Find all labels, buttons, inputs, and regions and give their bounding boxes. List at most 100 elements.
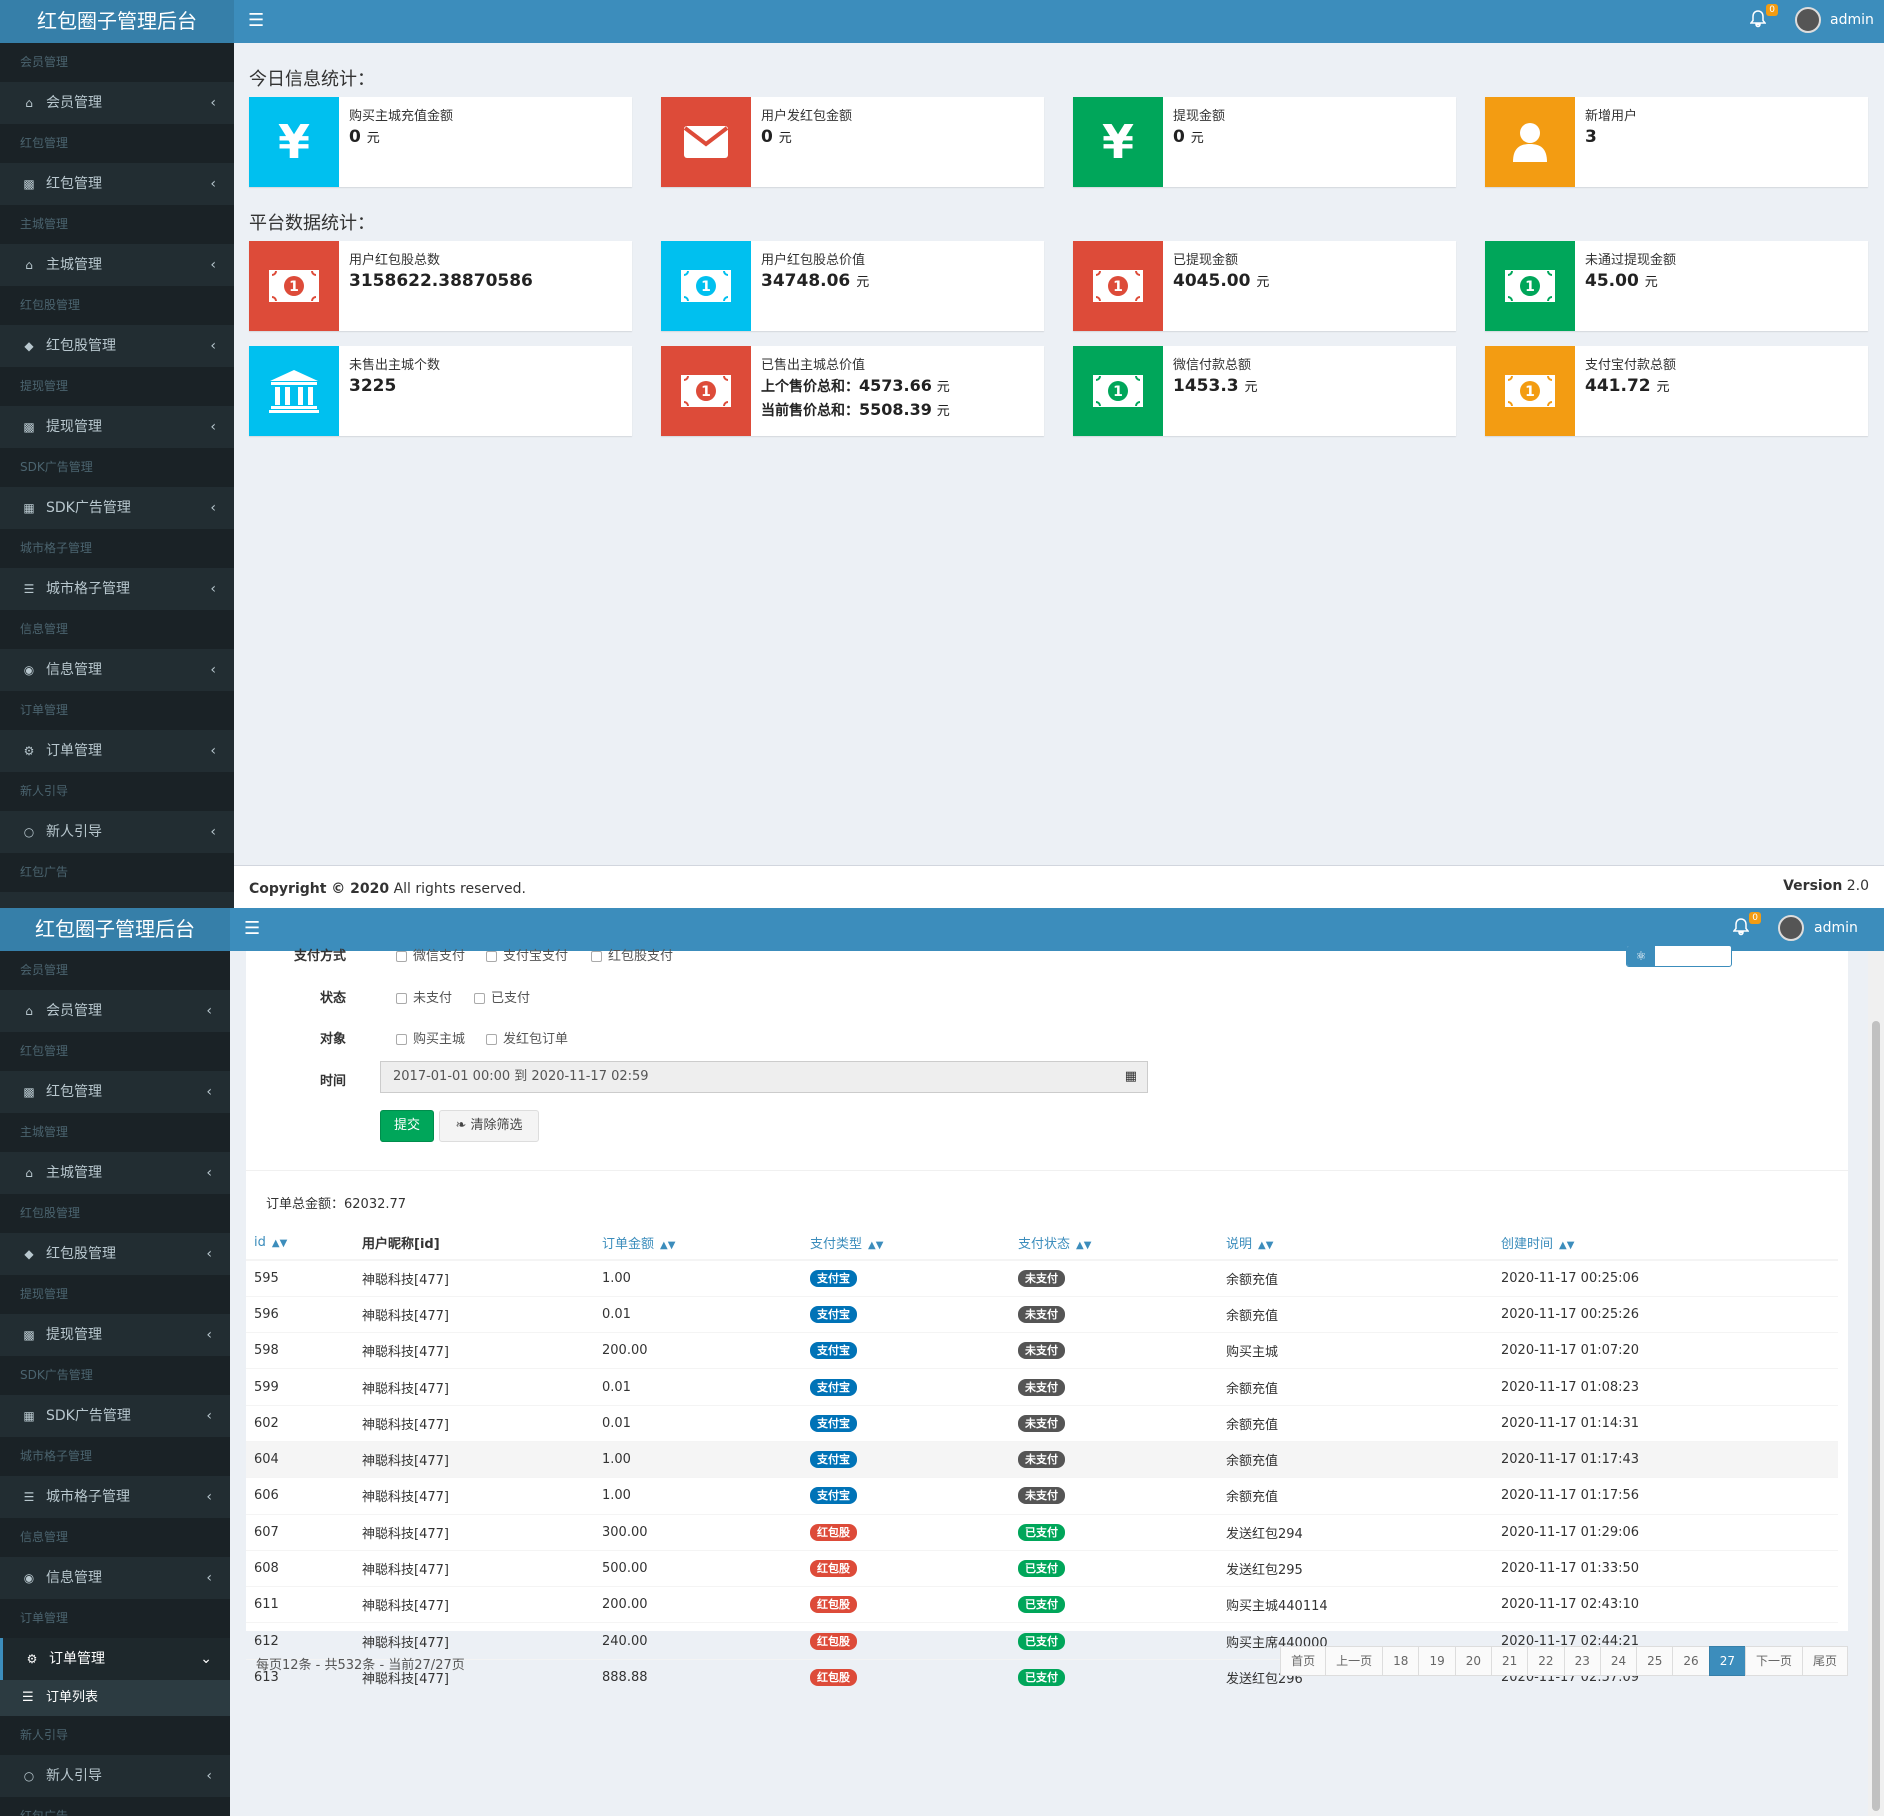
sidebar-item[interactable]: ◉ 信息管理 ‹: [0, 649, 234, 691]
sidebar-item[interactable]: ⚙ 订单管理 ‹: [0, 730, 234, 772]
stat-label: 用户发红包金额: [761, 109, 853, 124]
column-header[interactable]: 订单金额 ▲▼: [594, 1225, 802, 1261]
username[interactable]: admin: [1814, 920, 1858, 936]
scrollbar-thumb[interactable]: [1872, 1021, 1880, 1811]
sidebar-item[interactable]: ◆ 红包股管理 ‹: [0, 1233, 230, 1275]
table-row[interactable]: 596 神聪科技[477] 0.01 支付宝 未支付 余额充值 2020-11-…: [246, 1295, 1838, 1333]
sidebar-item[interactable]: ▩ 红包管理 ‹: [0, 1071, 230, 1113]
column-header[interactable]: 支付类型 ▲▼: [802, 1225, 1010, 1261]
calendar-icon[interactable]: ▦: [1124, 1069, 1137, 1084]
pagination: 首页 上一页 18 19 20 21 22 23 24 25 26 27 下一页 尾页: [1280, 1646, 1848, 1676]
cell-pay-status: 已支付: [1010, 1586, 1218, 1623]
date-range-input[interactable]: 2017-01-01 00:00 到 2020-11-17 02:59 ▦: [380, 1061, 1148, 1093]
sort-icon[interactable]: ▲▼: [660, 1239, 676, 1251]
sidebar-item[interactable]: ◉ 信息管理 ‹: [0, 1557, 230, 1599]
sidebar-item[interactable]: ▩ 提现管理 ‹: [0, 1314, 230, 1356]
table-row[interactable]: 602 神聪科技[477] 0.01 支付宝 未支付 余额充值 2020-11-…: [246, 1404, 1838, 1442]
avatar[interactable]: [1795, 7, 1821, 33]
scrollbar[interactable]: [1868, 951, 1884, 1816]
cell-amount: 888.88: [594, 1658, 802, 1696]
sidebar-item[interactable]: ▩ 提现管理 ‹: [0, 406, 234, 448]
status-option-unpaid[interactable]: 未支付: [396, 987, 452, 1006]
sort-icon[interactable]: ▲▼: [868, 1239, 884, 1251]
pay-option-redstock[interactable]: 红包股支付: [591, 945, 673, 964]
page-link[interactable]: 18: [1382, 1646, 1420, 1676]
sidebar-header: 红包股管理: [0, 286, 234, 325]
page-link[interactable]: 26: [1672, 1646, 1710, 1676]
page-link[interactable]: 23: [1563, 1646, 1601, 1676]
page-link[interactable]: 24: [1599, 1646, 1638, 1676]
table-row[interactable]: 608 神聪科技[477] 500.00 红包股 已支付 发送红包295 202…: [246, 1549, 1838, 1587]
notification-bell-icon[interactable]: 0: [1749, 4, 1778, 32]
page-link[interactable]: 19: [1418, 1646, 1456, 1676]
notification-bell-icon[interactable]: 0: [1732, 912, 1761, 940]
sidebar-subitem-order-list[interactable]: ☰ 订单列表: [0, 1680, 230, 1716]
page-link[interactable]: 25: [1636, 1646, 1674, 1676]
sidebar-item[interactable]: ☰ 城市格子管理 ‹: [0, 568, 234, 610]
column-header[interactable]: id ▲▼: [246, 1225, 354, 1261]
submit-button[interactable]: 提交: [380, 1110, 434, 1142]
app-logo[interactable]: 红包圈子管理后台: [0, 0, 234, 43]
table-row[interactable]: 606 神聪科技[477] 1.00 支付宝 未支付 余额充值 2020-11-…: [246, 1477, 1838, 1515]
menu-toggle-icon[interactable]: ☰: [248, 10, 265, 31]
cell-pay-type: 红包股: [802, 1622, 1010, 1660]
checkbox-icon[interactable]: [486, 1034, 497, 1045]
table-row[interactable]: 598 神聪科技[477] 200.00 支付宝 未支付 购买主城 2020-1…: [246, 1332, 1838, 1369]
clear-filter-button[interactable]: ❧ 清除筛选: [439, 1110, 539, 1142]
sidebar-item[interactable]: ⌂ 主城管理 ‹: [0, 1152, 230, 1194]
dashboard-screen: 红包圈子管理后台 ☰ 0 admin 会员管理 ⌂ 会员管理 ‹ 红包管理 ▩ 红包…: [0, 0, 1884, 908]
sidebar-item[interactable]: ⌂ 会员管理 ‹: [0, 990, 230, 1032]
cell-user: 神聪科技[477]: [354, 1259, 594, 1297]
checkbox-icon[interactable]: [474, 993, 485, 1004]
page-link[interactable]: 21: [1491, 1646, 1529, 1676]
sort-icon[interactable]: ▲▼: [1258, 1239, 1274, 1251]
table-row[interactable]: 599 神聪科技[477] 0.01 支付宝 未支付 余额充值 2020-11-…: [246, 1368, 1838, 1406]
page-link[interactable]: 尾页: [1801, 1646, 1848, 1676]
table-row[interactable]: 604 神聪科技[477] 1.00 支付宝 未支付 余额充值 2020-11-…: [246, 1440, 1838, 1478]
table-row[interactable]: 595 神聪科技[477] 1.00 支付宝 未支付 余额充值 2020-11-…: [246, 1259, 1838, 1297]
sidebar-item[interactable]: ○ 新人引导 ‹: [0, 811, 234, 853]
avatar[interactable]: [1778, 915, 1804, 941]
page-link[interactable]: 20: [1454, 1646, 1492, 1676]
checkbox-icon[interactable]: [396, 993, 407, 1004]
page-link[interactable]: 27: [1708, 1646, 1746, 1676]
target-option-redpacket[interactable]: 发红包订单: [486, 1028, 568, 1047]
sidebar-item[interactable]: ⚙ 订单管理 ⌄: [0, 1638, 230, 1680]
sidebar-item[interactable]: ◆ 红包股管理 ‹: [0, 325, 234, 367]
sort-icon[interactable]: ▲▼: [1076, 1239, 1092, 1251]
page-link[interactable]: 首页: [1280, 1646, 1327, 1676]
sort-icon[interactable]: ▲▼: [271, 1237, 288, 1249]
menu-toggle-icon[interactable]: ☰: [244, 918, 261, 939]
page-link[interactable]: 22: [1527, 1646, 1565, 1676]
cell-user: 神聪科技[477]: [354, 1404, 594, 1442]
pay-option-wechat[interactable]: 微信支付: [396, 945, 465, 964]
table-row[interactable]: 607 神聪科技[477] 300.00 红包股 已支付 发送红包294 202…: [246, 1513, 1838, 1551]
sidebar-item[interactable]: ⌂ 会员管理 ‹: [0, 82, 234, 124]
status-option-paid[interactable]: 已支付: [474, 987, 530, 1006]
checkbox-icon[interactable]: [486, 951, 497, 962]
sidebar-item[interactable]: ▦ SDK广告管理 ‹: [0, 487, 234, 529]
sidebar-item[interactable]: ○ 新人引导 ‹: [0, 1755, 230, 1797]
page-link[interactable]: 上一页: [1325, 1646, 1384, 1676]
checkbox-icon[interactable]: [396, 1034, 407, 1045]
sort-icon[interactable]: ▲▼: [1559, 1239, 1575, 1251]
sidebar-item[interactable]: ▦ SDK广告管理 ‹: [0, 1395, 230, 1437]
sidebar-item[interactable]: ▩ 红包管理 ‹: [0, 163, 234, 205]
app-logo[interactable]: 红包圈子管理后台: [0, 908, 230, 951]
checkbox-icon[interactable]: [396, 951, 407, 962]
column-header[interactable]: 创建时间 ▲▼: [1493, 1225, 1838, 1261]
svg-text:1: 1: [289, 279, 299, 295]
pay-option-alipay[interactable]: 支付宝支付: [486, 945, 568, 964]
column-header[interactable]: 支付状态 ▲▼: [1010, 1225, 1218, 1261]
table-row[interactable]: 612 神聪科技[477] 240.00 红包股 已支付 购买主席440000 …: [246, 1622, 1838, 1660]
username[interactable]: admin: [1830, 12, 1874, 28]
switch-toggle[interactable]: ⚛: [1626, 945, 1732, 967]
sidebar-item[interactable]: ⌂ 主城管理 ‹: [0, 244, 234, 286]
checkbox-icon[interactable]: [591, 951, 602, 962]
column-header[interactable]: 说明 ▲▼: [1218, 1225, 1493, 1261]
page-link[interactable]: 下一页: [1744, 1646, 1803, 1676]
target-option-city[interactable]: 购买主城: [396, 1028, 465, 1047]
notification-count: 0: [1749, 912, 1761, 924]
sidebar-item[interactable]: ☰ 城市格子管理 ‹: [0, 1476, 230, 1518]
table-row[interactable]: 611 神聪科技[477] 200.00 红包股 已支付 购买主城440114 …: [246, 1586, 1838, 1623]
